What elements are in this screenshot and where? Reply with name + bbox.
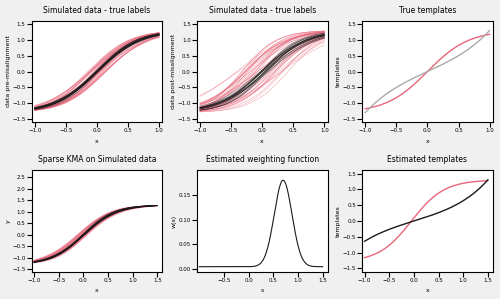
Title: Estimated templates: Estimated templates bbox=[388, 155, 468, 164]
Y-axis label: y: y bbox=[6, 219, 10, 223]
X-axis label: s: s bbox=[260, 289, 264, 293]
X-axis label: x: x bbox=[95, 289, 99, 293]
Y-axis label: templates: templates bbox=[336, 56, 341, 87]
Y-axis label: data post-misalignment: data post-misalignment bbox=[171, 34, 176, 109]
X-axis label: x: x bbox=[426, 289, 430, 293]
Y-axis label: w(s): w(s) bbox=[172, 214, 177, 228]
X-axis label: x: x bbox=[260, 139, 264, 144]
Y-axis label: data pre-misalignment: data pre-misalignment bbox=[6, 36, 10, 107]
Title: True templates: True templates bbox=[399, 6, 456, 15]
X-axis label: x: x bbox=[95, 139, 99, 144]
Title: Sparse KMA on Simulated data: Sparse KMA on Simulated data bbox=[38, 155, 156, 164]
Title: Estimated weighting function: Estimated weighting function bbox=[206, 155, 318, 164]
X-axis label: x: x bbox=[426, 139, 430, 144]
Title: Simulated data - true labels: Simulated data - true labels bbox=[44, 6, 150, 15]
Title: Simulated data - true labels: Simulated data - true labels bbox=[208, 6, 316, 15]
Y-axis label: templates: templates bbox=[336, 205, 341, 237]
